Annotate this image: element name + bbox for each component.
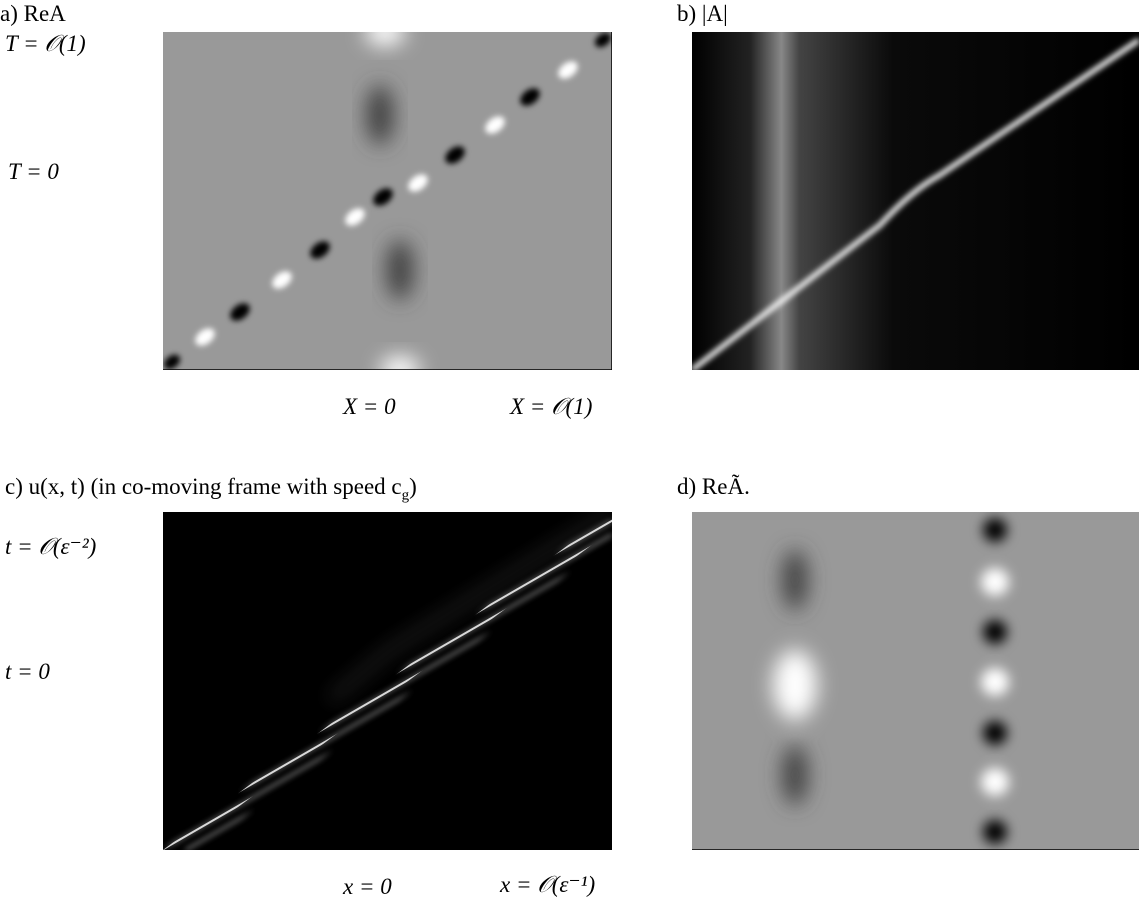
panel-label-text: c) u(x, t) (in co-moving frame with spee…: [5, 474, 402, 499]
axis-label: t = 𝒪(ε⁻²): [5, 535, 96, 558]
figure: [0, 0, 1139, 901]
panel-label-end: ): [409, 474, 417, 499]
panel-a-image: [161, 18, 614, 384]
axis-label: t = 0: [5, 660, 50, 683]
axis-label: T = 𝒪(1): [5, 32, 86, 55]
panel-b-image: [692, 32, 1139, 370]
page: a) ReA T = 𝒪(1) T = 0 X = 0 X = 𝒪(1) b) …: [0, 0, 1139, 901]
panel-label-sub: g: [402, 488, 410, 504]
panel-label: b) |A|: [677, 2, 728, 25]
panel-c-image: [163, 512, 612, 850]
axis-label: x = 𝒪(ε⁻¹): [500, 873, 595, 896]
axis-label: X = 0: [343, 395, 396, 418]
panel-label: d) ReÃ.: [677, 475, 750, 498]
axis-label: x = 0: [343, 875, 392, 898]
axis-label: T = 0: [8, 160, 59, 183]
panel-d-image: [692, 512, 1139, 850]
panel-label: a) ReA: [0, 2, 66, 25]
panel-label: c) u(x, t) (in co-moving frame with spee…: [5, 475, 417, 504]
axis-label: X = 𝒪(1): [510, 395, 592, 418]
